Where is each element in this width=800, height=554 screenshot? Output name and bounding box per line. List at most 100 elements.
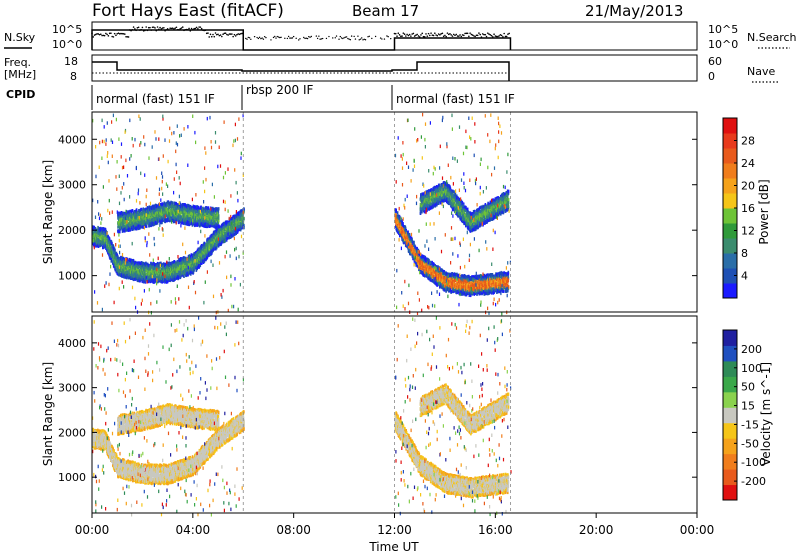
noise-point [128, 36, 130, 38]
noise-point [275, 37, 276, 38]
noise-point [260, 38, 261, 39]
noise-point [332, 37, 333, 38]
noise-point [401, 35, 403, 37]
noise-point [212, 34, 214, 36]
noise-point [442, 33, 444, 35]
noise-point [405, 35, 407, 37]
noise-point [317, 38, 318, 39]
noise-point [142, 27, 144, 29]
noise-point [461, 36, 463, 38]
frequency-panel: Freq. [MHz] 18 8 60 0 Nave [4, 55, 780, 83]
noise-point [306, 37, 307, 38]
noise-point [335, 37, 336, 38]
noise-point [318, 35, 319, 36]
noise-point [406, 34, 408, 36]
noise-point [235, 35, 237, 37]
noise-point [425, 33, 427, 35]
noise-trace [91, 26, 510, 50]
noise-point [410, 35, 412, 37]
noise-point [110, 32, 112, 34]
noise-point [484, 34, 486, 36]
noise-point [295, 38, 296, 39]
noise-point [338, 39, 339, 40]
noise-point [429, 35, 431, 37]
echo-cell [208, 238, 210, 241]
noise-point [404, 33, 406, 35]
noise-point [458, 35, 460, 37]
noise-point [284, 38, 285, 39]
noise-point [380, 37, 381, 38]
noise-point [220, 34, 222, 36]
noise-point [232, 36, 234, 38]
noise-point [397, 32, 399, 34]
noise-point [278, 36, 279, 37]
noise-point [342, 38, 343, 39]
noise-point [108, 35, 110, 37]
echo-cell [130, 276, 132, 279]
echo-cell [216, 246, 218, 249]
noise-point [288, 36, 289, 37]
noise-point [290, 37, 291, 38]
noise-point [449, 33, 451, 35]
noise-point [340, 36, 341, 37]
noise-point [506, 36, 508, 38]
noise-point [319, 39, 320, 40]
noise-point [159, 27, 161, 29]
noise-point [277, 36, 278, 37]
noise-point [409, 34, 411, 36]
noise-point [455, 34, 457, 36]
noise-point [477, 34, 479, 36]
noise-point [486, 36, 488, 38]
noise-point [207, 32, 209, 34]
noise-point [211, 36, 213, 38]
noise-point [256, 37, 257, 38]
noise-point [467, 32, 469, 34]
noise-point [387, 36, 388, 37]
noise-point [307, 38, 308, 39]
echo-cell [114, 249, 116, 252]
noise-point [469, 32, 471, 34]
noise-point [157, 26, 159, 28]
noise-point [273, 37, 274, 38]
noise-point [493, 33, 495, 35]
noise-point [369, 36, 370, 37]
noise-point [270, 39, 271, 40]
noise-point [181, 27, 183, 29]
noise-point [452, 35, 454, 37]
noise-point [149, 27, 151, 29]
noise-point [115, 34, 117, 36]
noise-point [289, 37, 290, 38]
noise-point [364, 39, 365, 40]
noise-point [200, 26, 202, 28]
cpid-label: CPID [6, 88, 35, 101]
noise-point [245, 38, 246, 39]
noise-point [350, 39, 351, 40]
noise-point [384, 38, 385, 39]
noise-point [367, 36, 368, 37]
noise-point [154, 27, 156, 29]
noise-point [450, 34, 452, 36]
noise-point [445, 36, 447, 38]
noise-point [311, 36, 312, 37]
noise-point [386, 35, 387, 36]
noise-point [459, 34, 461, 36]
echo-cell [174, 203, 176, 206]
noise-point [416, 34, 418, 36]
noise-point [264, 36, 265, 37]
noise-point [430, 32, 432, 34]
echo-cell [155, 221, 157, 224]
noise-point [304, 38, 305, 39]
noise-point [221, 36, 223, 38]
noise-point [114, 33, 116, 35]
cpid-segment-3: normal (fast) 151 IF [396, 92, 515, 106]
noise-point [359, 39, 360, 40]
noise-point [413, 33, 415, 35]
noise-point [345, 37, 346, 38]
noise-tick-right-top: 10^5 [708, 23, 738, 36]
noise-point [217, 33, 219, 35]
noise-point [353, 36, 354, 37]
noise-point [258, 38, 259, 39]
noise-point [316, 35, 317, 36]
noise-point [133, 26, 135, 28]
noise-point [365, 39, 366, 40]
